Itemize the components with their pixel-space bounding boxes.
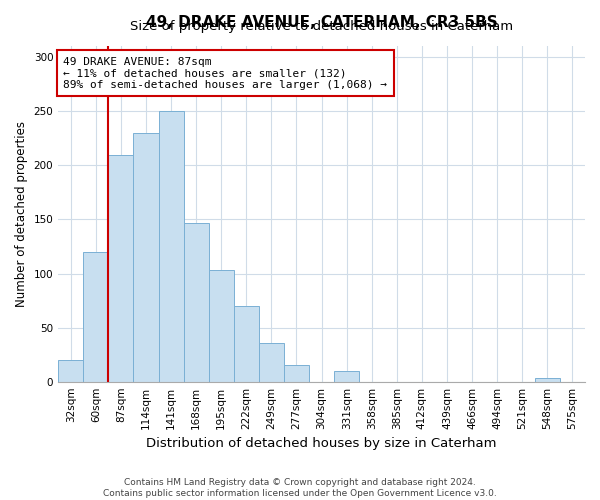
Text: Contains HM Land Registry data © Crown copyright and database right 2024.
Contai: Contains HM Land Registry data © Crown c… bbox=[103, 478, 497, 498]
Text: Size of property relative to detached houses in Caterham: Size of property relative to detached ho… bbox=[130, 20, 513, 33]
Bar bbox=[158, 112, 184, 382]
Bar bbox=[133, 133, 158, 382]
Bar bbox=[284, 366, 309, 382]
Bar bbox=[259, 342, 284, 382]
Bar bbox=[109, 154, 133, 382]
Bar bbox=[184, 222, 209, 382]
X-axis label: Distribution of detached houses by size in Caterham: Distribution of detached houses by size … bbox=[146, 437, 497, 450]
Bar bbox=[234, 306, 259, 382]
Bar bbox=[58, 360, 83, 382]
Bar bbox=[209, 270, 234, 382]
Text: 49 DRAKE AVENUE: 87sqm
← 11% of detached houses are smaller (132)
89% of semi-de: 49 DRAKE AVENUE: 87sqm ← 11% of detached… bbox=[64, 56, 388, 90]
Bar bbox=[83, 252, 109, 382]
Y-axis label: Number of detached properties: Number of detached properties bbox=[15, 121, 28, 307]
Title: 49, DRAKE AVENUE, CATERHAM, CR3 5BS: 49, DRAKE AVENUE, CATERHAM, CR3 5BS bbox=[146, 15, 497, 30]
Bar bbox=[535, 378, 560, 382]
Bar bbox=[334, 371, 359, 382]
